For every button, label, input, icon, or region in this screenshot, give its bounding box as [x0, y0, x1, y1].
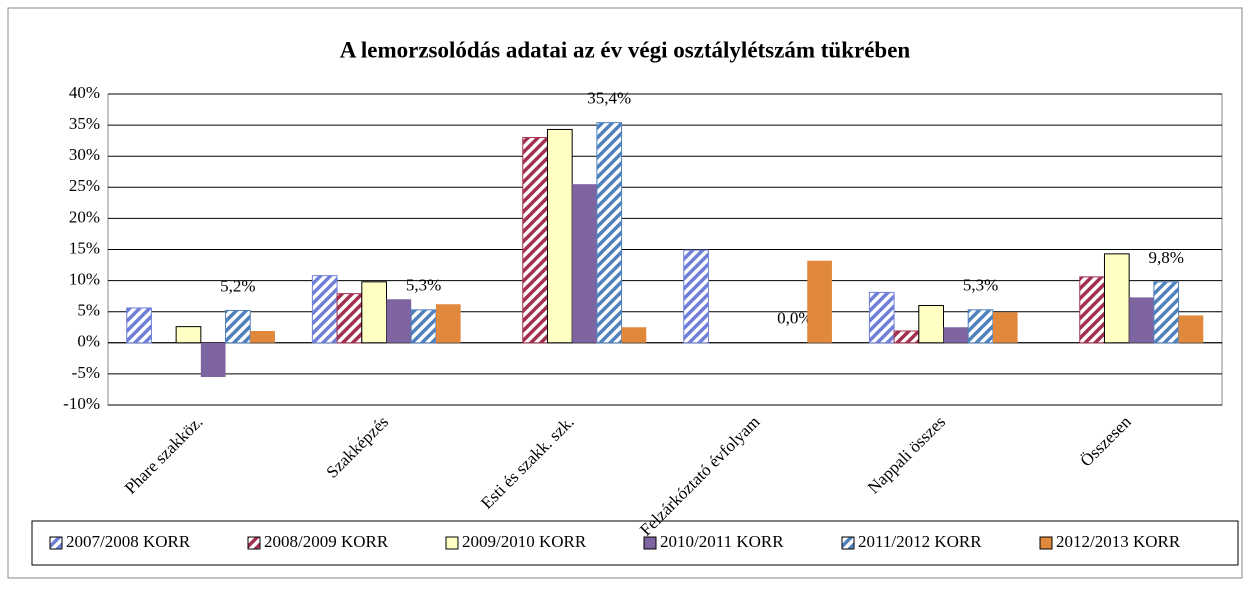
bar	[943, 327, 969, 343]
chart-title: A lemorzsolódás adatai az év végi osztál…	[340, 37, 911, 62]
bar	[1178, 315, 1204, 343]
y-tick-label: 40%	[69, 83, 100, 102]
legend-swatch	[247, 536, 261, 550]
legend-swatch	[49, 536, 63, 550]
bar	[311, 275, 338, 344]
bar	[126, 307, 152, 344]
data-label: 0,0%	[777, 309, 812, 328]
y-tick-label: 15%	[69, 238, 100, 257]
legend-swatch	[841, 536, 855, 550]
bar	[200, 342, 226, 378]
bar	[410, 309, 437, 344]
bar	[546, 128, 573, 344]
bar	[1153, 281, 1180, 344]
data-label: 5,3%	[406, 276, 441, 295]
bar	[386, 299, 412, 343]
legend-label: 2009/2010 KORR	[462, 532, 587, 551]
y-tick-label: 0%	[77, 332, 100, 351]
bar	[967, 309, 994, 344]
bar	[1129, 297, 1154, 343]
bar	[175, 326, 202, 344]
data-label: 35,4%	[587, 89, 631, 108]
bar	[992, 312, 1018, 343]
legend-label: 2012/2013 KORR	[1056, 532, 1181, 551]
legend-swatch	[1039, 536, 1053, 550]
bar	[868, 291, 895, 344]
legend-swatch	[445, 536, 459, 550]
bar	[250, 330, 275, 343]
bar	[1103, 253, 1130, 344]
y-tick-label: 25%	[69, 176, 100, 195]
bar	[596, 122, 623, 344]
legend-box	[31, 520, 1239, 566]
legend-label: 2008/2009 KORR	[264, 532, 389, 551]
y-tick-label: 30%	[69, 145, 100, 164]
bar	[621, 327, 647, 343]
bar	[1079, 276, 1105, 344]
legend-label: 2011/2012 KORR	[858, 532, 982, 551]
bar	[225, 309, 251, 344]
y-tick-label: 5%	[77, 301, 100, 320]
data-label: 5,3%	[963, 276, 998, 295]
y-tick-label: -10%	[63, 394, 100, 413]
bar	[807, 260, 832, 343]
bar	[522, 137, 548, 344]
legend-label: 2010/2011 KORR	[660, 532, 784, 551]
legend-swatch	[643, 536, 657, 550]
bar	[435, 304, 461, 343]
y-tick-label: 10%	[69, 270, 100, 289]
bar	[683, 249, 709, 344]
bar	[893, 330, 920, 344]
y-tick-label: 35%	[69, 114, 100, 133]
bar	[336, 293, 363, 344]
bar	[361, 281, 387, 344]
bar	[572, 184, 597, 343]
data-label: 9,8%	[1149, 248, 1184, 267]
y-tick-label: 20%	[69, 207, 100, 226]
bar	[918, 304, 944, 344]
legend-label: 2007/2008 KORR	[66, 532, 191, 551]
data-label: 5,2%	[220, 276, 255, 295]
y-tick-label: -5%	[72, 363, 100, 382]
